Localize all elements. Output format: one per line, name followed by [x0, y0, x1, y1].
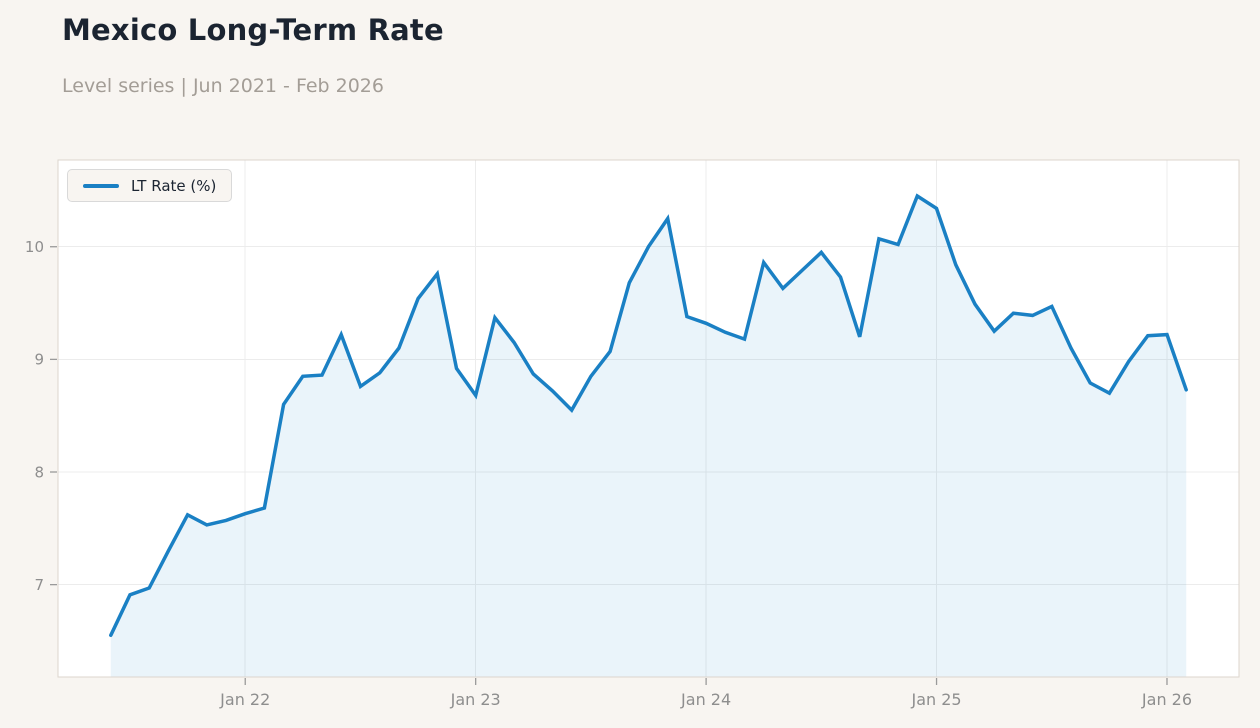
x-tick-label: Jan 26: [1141, 690, 1192, 709]
y-axis: 7 8 9 10: [25, 238, 57, 594]
y-tick-label: 10: [25, 238, 44, 256]
y-tick-label: 9: [34, 351, 44, 369]
x-tick-label: Jan 25: [910, 690, 961, 709]
x-axis: Jan 22 Jan 23 Jan 24 Jan 25 Jan 26: [219, 678, 1192, 709]
chart-header: Mexico Long-Term Rate Level series | Jun…: [62, 13, 444, 97]
x-tick-label: Jan 22: [219, 690, 270, 709]
page-subtitle: Level series | Jun 2021 - Feb 2026: [62, 75, 384, 97]
legend: LT Rate (%): [67, 169, 233, 202]
plot-border: [57, 159, 1240, 678]
y-tick-label: 7: [34, 576, 44, 594]
rate-line: [109, 193, 1188, 638]
x-tick-label: Jan 23: [450, 690, 501, 709]
legend-line-swatch: [83, 183, 119, 188]
y-tick-label: 8: [34, 463, 44, 481]
x-tick-label: Jan 24: [680, 690, 731, 709]
area-fill: [110, 196, 1187, 677]
page-title: Mexico Long-Term Rate: [62, 13, 444, 47]
legend-label: LT Rate (%): [131, 176, 217, 195]
